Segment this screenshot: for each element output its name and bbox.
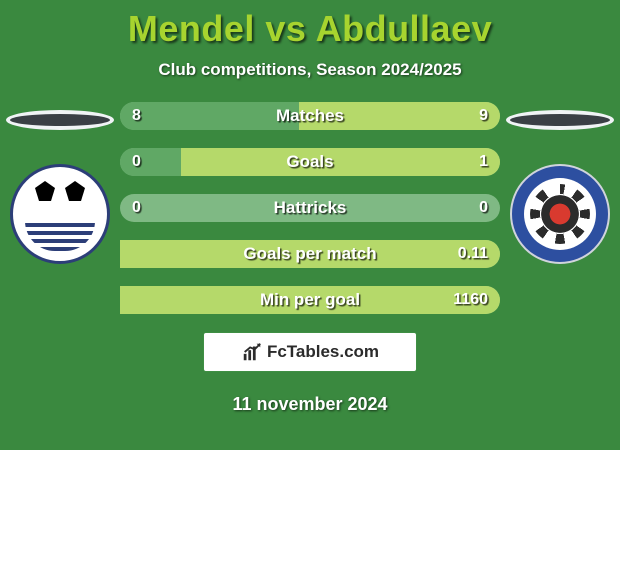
stat-row: 1160 Min per goal bbox=[120, 286, 500, 314]
stat-label: Goals per match bbox=[243, 244, 376, 264]
stat-rows: 8 9 Matches 0 1 Goals 0 0 Hattricks 0.11 Goals per… bbox=[120, 102, 500, 314]
player-left-column bbox=[0, 102, 120, 264]
stat-value-right: 0.11 bbox=[458, 245, 488, 263]
stat-label: Min per goal bbox=[260, 290, 360, 310]
player-right-column bbox=[500, 102, 620, 264]
stat-row: 0 0 Hattricks bbox=[120, 194, 500, 222]
stat-value-left: 0 bbox=[132, 153, 141, 171]
stat-value-left: 8 bbox=[132, 107, 141, 125]
stat-value-left: 0 bbox=[132, 199, 141, 217]
club-badge-left bbox=[10, 164, 110, 264]
player-left-marker bbox=[6, 110, 114, 130]
stat-value-right: 1 bbox=[479, 153, 488, 171]
subtitle: Club competitions, Season 2024/2025 bbox=[0, 60, 620, 80]
stat-value-right: 1160 bbox=[453, 291, 488, 309]
stat-value-right: 0 bbox=[479, 199, 488, 217]
stat-row: 8 9 Matches bbox=[120, 102, 500, 130]
brand-text: FcTables.com bbox=[267, 342, 379, 362]
club-badge-right bbox=[510, 164, 610, 264]
stat-label: Goals bbox=[286, 152, 333, 172]
stat-label: Matches bbox=[276, 106, 344, 126]
player-right-marker bbox=[506, 110, 614, 130]
page-title: Mendel vs Abdullaev bbox=[0, 0, 620, 50]
stat-fill-right bbox=[181, 148, 500, 176]
stat-row: 0 1 Goals bbox=[120, 148, 500, 176]
stat-value-right: 9 bbox=[479, 107, 488, 125]
chart-icon bbox=[241, 341, 263, 363]
brand-badge: FcTables.com bbox=[203, 332, 417, 372]
stat-row: 0.11 Goals per match bbox=[120, 240, 500, 268]
stats-area: 8 9 Matches 0 1 Goals 0 0 Hattricks 0.11 Goals per… bbox=[0, 102, 620, 314]
date-text: 11 november 2024 bbox=[0, 394, 620, 415]
stat-fill-left bbox=[120, 148, 181, 176]
stat-label: Hattricks bbox=[274, 198, 347, 218]
stat-fill-left bbox=[120, 102, 299, 130]
